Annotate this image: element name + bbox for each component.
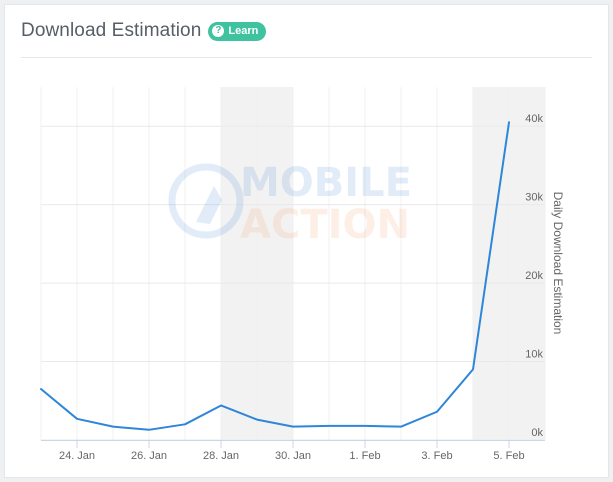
y-tick-label: 30k bbox=[525, 192, 543, 204]
y-tick-label: 0k bbox=[531, 427, 543, 439]
y-tick-label: 40k bbox=[525, 113, 543, 125]
panel-title: Download Estimation bbox=[21, 20, 202, 41]
rocket-body bbox=[196, 186, 222, 224]
y-axis-title: Daily Download Estimation bbox=[551, 192, 565, 335]
x-tick-label: 5. Feb bbox=[493, 450, 524, 462]
y-tick-label: 10k bbox=[525, 349, 543, 361]
rocket-icon bbox=[168, 163, 244, 239]
panel-header: Download Estimation ? Learn bbox=[21, 17, 267, 45]
watermark-line1: MOBILE bbox=[240, 160, 412, 206]
question-circle-icon: ? bbox=[212, 25, 225, 37]
x-tick-label: 30. Jan bbox=[275, 450, 311, 462]
x-tick-label: 1. Feb bbox=[349, 450, 380, 462]
y-tick-label: 20k bbox=[525, 270, 543, 282]
x-tick-label: 3. Feb bbox=[421, 450, 452, 462]
x-tick-label: 28. Jan bbox=[203, 450, 239, 462]
x-tick-label: 26. Jan bbox=[131, 450, 167, 462]
learn-label: Learn bbox=[228, 25, 259, 37]
watermark-line2: ACTION bbox=[240, 202, 410, 248]
series-line bbox=[40, 121, 510, 431]
learn-button[interactable]: ? Learn bbox=[208, 21, 267, 41]
header-divider bbox=[21, 57, 592, 58]
x-tick-label: 24. Jan bbox=[59, 450, 95, 462]
